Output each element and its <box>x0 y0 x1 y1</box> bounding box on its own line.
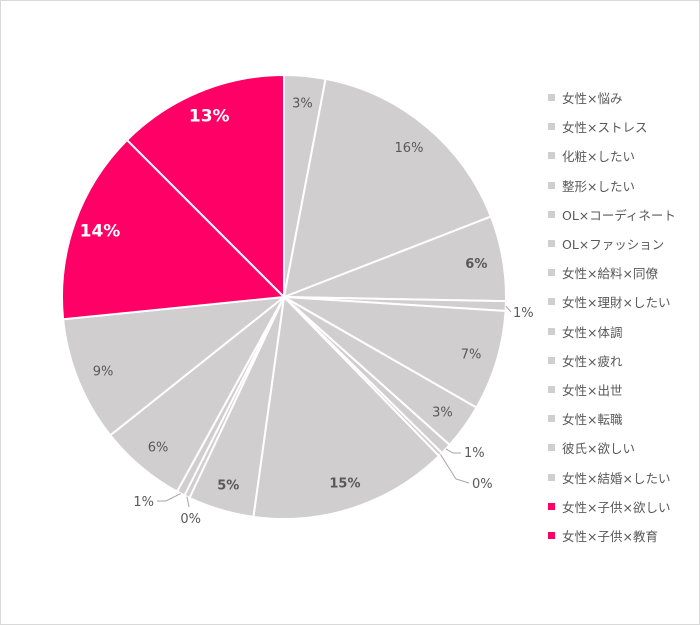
legend-swatch <box>548 240 555 248</box>
data-label: 13% <box>189 107 230 127</box>
legend-swatch <box>548 123 555 131</box>
data-label: 3% <box>292 97 313 112</box>
data-label: 0% <box>180 512 201 527</box>
legend-label: 女性×悩み <box>562 91 623 107</box>
legend-item: 整形×したい <box>548 171 676 200</box>
legend-label: 化粧×したい <box>562 149 635 165</box>
data-label: 6% <box>148 440 169 455</box>
pie-slice <box>283 296 507 409</box>
pie-chart: 3% 16% 6% 1% 7% 3% 1% 0% 15% 5% 0% 1% 6% 9% 14% 13% <box>61 73 534 527</box>
legend-swatch <box>548 502 555 510</box>
legend-swatch <box>548 210 555 218</box>
legend-item: 女性×子供×教育 <box>548 521 676 550</box>
data-label: 9% <box>93 365 114 380</box>
legend-swatch <box>548 298 555 306</box>
legend-item: OL×コーディネート <box>548 200 676 229</box>
pie-slice <box>252 294 441 520</box>
pie-slice <box>282 77 493 299</box>
legend-item: 女性×体調 <box>548 317 676 346</box>
leader-line <box>445 448 461 454</box>
legend-swatch <box>548 181 555 189</box>
legend-label: 整形×したい <box>562 178 635 194</box>
legend-swatch <box>548 473 555 481</box>
legend-item: 女性×疲れ <box>548 346 676 375</box>
legend-item: 女性×出世 <box>548 375 676 404</box>
leader-line <box>186 496 190 508</box>
legend-swatch <box>548 415 555 423</box>
data-label: 5% <box>217 478 239 493</box>
data-label: 16% <box>395 141 424 156</box>
legend-label: 女性×理財×したい <box>562 295 671 311</box>
legend: 女性×悩み女性×ストレス 化粧×したい 整形×したい OL×コーディネート OL×ファッ… <box>548 83 676 550</box>
data-label: 6% <box>465 257 487 272</box>
legend-swatch <box>548 531 555 539</box>
legend-swatch <box>548 385 555 393</box>
legend-label: 女性×体調 <box>562 324 623 340</box>
legend-swatch <box>548 269 555 277</box>
legend-label: 女性×転職 <box>562 412 623 428</box>
data-label: 1% <box>513 306 534 321</box>
legend-label: 彼氏×欲しい <box>562 441 635 457</box>
legend-label: 女性×子供×教育 <box>562 528 658 544</box>
legend-item: 女性×転職 <box>548 404 676 433</box>
legend-swatch <box>548 152 555 160</box>
data-label: 0% <box>472 477 493 492</box>
legend-swatch <box>548 356 555 364</box>
data-label: 1% <box>464 446 485 461</box>
leader-line <box>157 493 181 502</box>
pie-slice <box>61 138 287 321</box>
legend-item: 女性×子供×欲しい <box>548 492 676 521</box>
leader-line <box>505 305 512 313</box>
legend-swatch <box>548 444 555 452</box>
legend-label: OL×コーディネート <box>562 207 676 223</box>
legend-item: 彼氏×欲しい <box>548 433 676 462</box>
legend-swatch <box>548 327 555 335</box>
legend-label: 女性×結婚×したい <box>562 470 671 486</box>
pie-slice <box>62 295 288 437</box>
legend-item: 女性×悩み <box>548 83 676 112</box>
legend-item: 女性×給料×同僚 <box>548 258 676 287</box>
legend-item: 女性×結婚×したい <box>548 462 676 491</box>
legend-item: 女性×理財×したい <box>548 287 676 316</box>
legend-label: 女性×子供×欲しい <box>562 499 671 515</box>
legend-label: 女性×出世 <box>562 382 623 398</box>
data-label: 1% <box>133 495 154 510</box>
leader-line <box>440 454 470 484</box>
data-label: 7% <box>461 347 482 362</box>
legend-label: 女性×疲れ <box>562 353 623 369</box>
pie-slice <box>125 73 285 300</box>
legend-item: 女性×ストレス <box>548 112 676 141</box>
data-label: 3% <box>432 405 453 420</box>
legend-label: 女性×ストレス <box>562 120 648 136</box>
legend-label: 女性×給料×同僚 <box>562 266 658 282</box>
data-label: 15% <box>329 477 360 492</box>
legend-item: 化粧×したい <box>548 141 676 170</box>
data-label: 14% <box>80 221 121 241</box>
legend-label: OL×ファッション <box>562 237 665 253</box>
legend-item: OL×ファッション <box>548 229 676 258</box>
legend-swatch <box>548 94 555 102</box>
